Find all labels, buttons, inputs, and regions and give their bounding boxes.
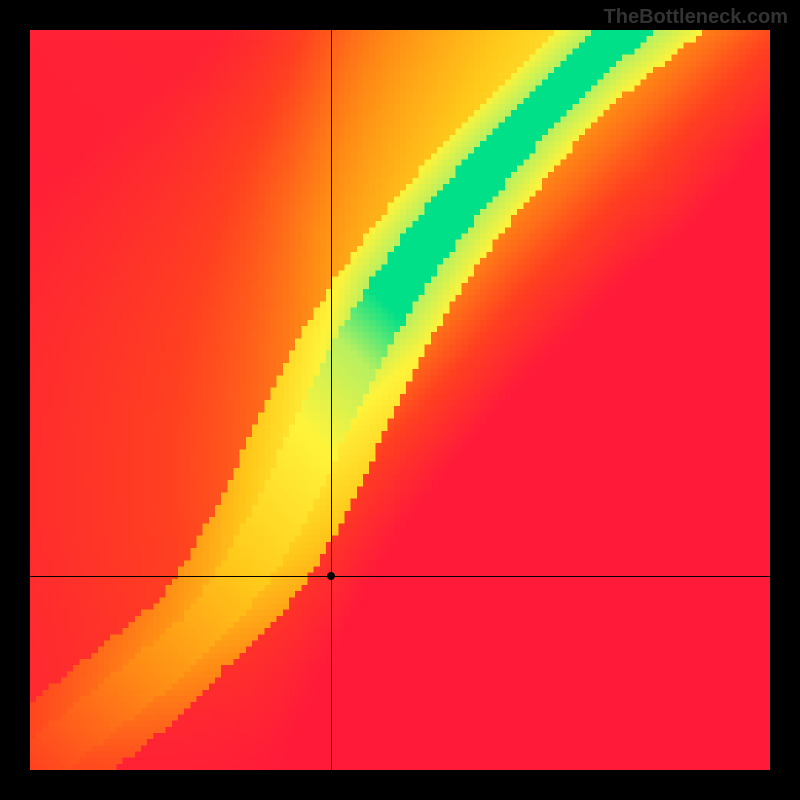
marker-dot (327, 572, 335, 580)
crosshair-horizontal (30, 576, 770, 577)
heatmap-canvas (30, 30, 770, 770)
watermark-text: TheBottleneck.com (604, 6, 788, 29)
chart-container: TheBottleneck.com (0, 0, 800, 800)
heatmap-plot (30, 30, 770, 770)
crosshair-vertical (331, 30, 332, 770)
